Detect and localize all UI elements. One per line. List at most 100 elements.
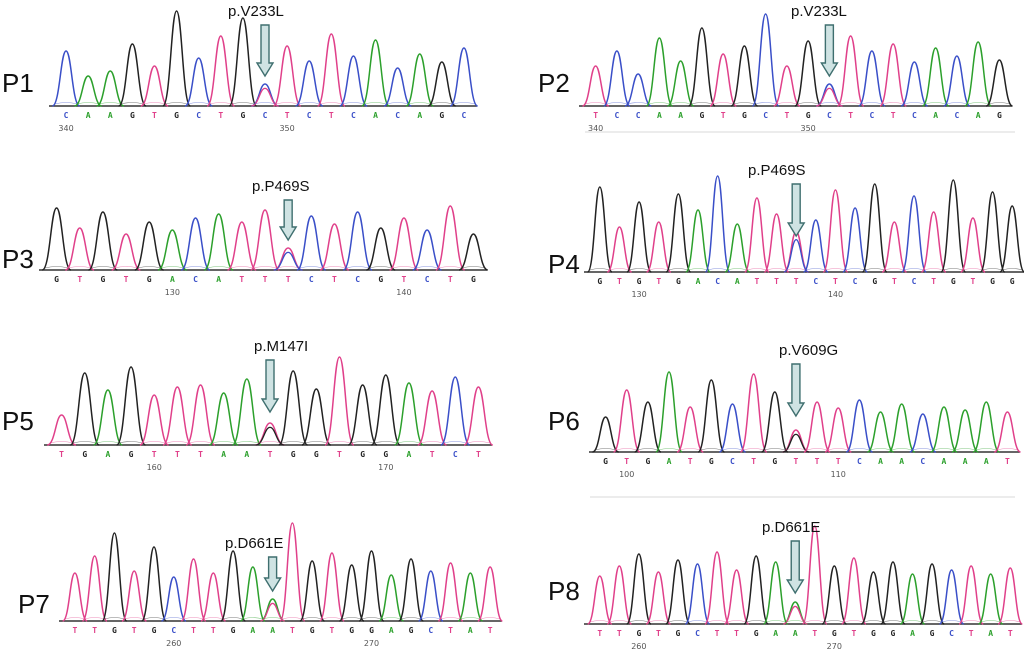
noise-trace xyxy=(584,102,607,105)
base-call: C xyxy=(263,111,268,120)
peak-t xyxy=(318,552,345,622)
noise-trace xyxy=(397,441,421,444)
noise-trace xyxy=(298,102,321,105)
base-call: G xyxy=(951,277,956,286)
peak-c xyxy=(449,47,479,107)
base-call: T xyxy=(751,457,756,466)
base-call: A xyxy=(417,111,422,120)
base-call: G xyxy=(1010,277,1015,286)
noise-trace xyxy=(721,448,744,451)
peak-g xyxy=(743,555,769,625)
base-call: T xyxy=(72,626,77,635)
base-call: T xyxy=(476,450,481,459)
noise-trace xyxy=(99,102,122,105)
noise-trace xyxy=(629,268,649,271)
peak-t xyxy=(645,221,672,273)
base-call: G xyxy=(409,626,414,635)
noise-trace xyxy=(253,266,277,269)
base-call: T xyxy=(794,457,799,466)
base-call: G xyxy=(130,111,135,120)
peak-t xyxy=(606,226,633,273)
mutation-arrow-icon xyxy=(263,556,282,593)
panel-p6: P6 G T G A T G C T G T T T C A A C A A A T 100 110 p.V609G xyxy=(548,342,1021,479)
peak-t xyxy=(997,567,1024,625)
noise-trace xyxy=(121,102,144,105)
noise-trace xyxy=(726,620,747,623)
noise-trace xyxy=(420,617,441,620)
peak-t xyxy=(121,570,148,622)
noise-trace xyxy=(700,448,722,451)
base-call: G xyxy=(82,450,87,459)
noise-trace xyxy=(275,102,299,105)
noise-trace xyxy=(679,448,701,451)
noise-trace xyxy=(430,102,453,105)
noise-trace xyxy=(188,441,213,444)
base-call: A xyxy=(878,457,883,466)
base-call: G xyxy=(54,275,59,284)
base-call: G xyxy=(152,626,157,635)
base-call: A xyxy=(963,457,968,466)
base-call: A xyxy=(984,457,989,466)
peak-g xyxy=(347,384,378,446)
peak-t xyxy=(958,565,984,625)
noise-trace xyxy=(386,102,409,105)
noise-trace xyxy=(863,620,884,623)
noise-trace xyxy=(282,617,303,620)
peak-c xyxy=(718,403,747,453)
mutation-label: p.V233L xyxy=(791,3,847,20)
base-call: A xyxy=(407,450,412,459)
noise-trace xyxy=(114,266,138,269)
base-call: C xyxy=(912,277,917,286)
noise-trace xyxy=(408,102,431,105)
base-call: C xyxy=(453,450,458,459)
base-call: G xyxy=(806,111,811,120)
base-call: G xyxy=(676,629,681,638)
peak-c xyxy=(901,195,927,273)
base-call: A xyxy=(976,111,981,120)
peak-g xyxy=(586,186,613,273)
base-call: A xyxy=(773,629,778,638)
noise-trace xyxy=(883,620,903,623)
noise-trace xyxy=(438,266,462,269)
base-call: G xyxy=(603,457,608,466)
peak-g xyxy=(861,183,888,273)
base-call: T xyxy=(970,277,975,286)
position-number: 270 xyxy=(827,642,842,651)
base-call: C xyxy=(763,111,768,120)
noise-trace xyxy=(415,266,439,269)
noise-trace xyxy=(785,620,806,623)
peak-g xyxy=(821,565,848,625)
noise-trace xyxy=(806,448,828,451)
peak-t xyxy=(139,394,170,446)
base-call: T xyxy=(851,629,856,638)
peak-g xyxy=(278,370,309,446)
noise-trace xyxy=(207,266,231,269)
noise-trace xyxy=(839,102,862,105)
peak-secondary xyxy=(782,433,810,453)
noise-trace xyxy=(996,448,1019,451)
noise-trace xyxy=(104,617,125,620)
base-call: T xyxy=(656,277,661,286)
noise-trace xyxy=(203,617,224,620)
noise-trace xyxy=(923,268,944,271)
base-call: T xyxy=(448,275,453,284)
base-call: T xyxy=(794,277,799,286)
noise-trace xyxy=(461,266,486,269)
peak-t xyxy=(463,386,494,446)
noise-trace xyxy=(609,268,630,271)
noise-trace xyxy=(943,268,964,271)
noise-trace xyxy=(594,448,617,451)
base-call: T xyxy=(892,277,897,286)
base-call: G xyxy=(112,626,117,635)
peak-g xyxy=(760,391,789,453)
base-call: G xyxy=(129,450,134,459)
base-call: G xyxy=(100,275,105,284)
noise-trace xyxy=(209,102,232,105)
position-number: 340 xyxy=(58,124,73,133)
noise-trace xyxy=(707,620,727,623)
peak-secondary xyxy=(251,87,279,107)
peak-t xyxy=(612,389,641,453)
peak-t xyxy=(81,555,108,622)
peak-t xyxy=(185,384,216,446)
peak-secondary xyxy=(782,605,808,625)
